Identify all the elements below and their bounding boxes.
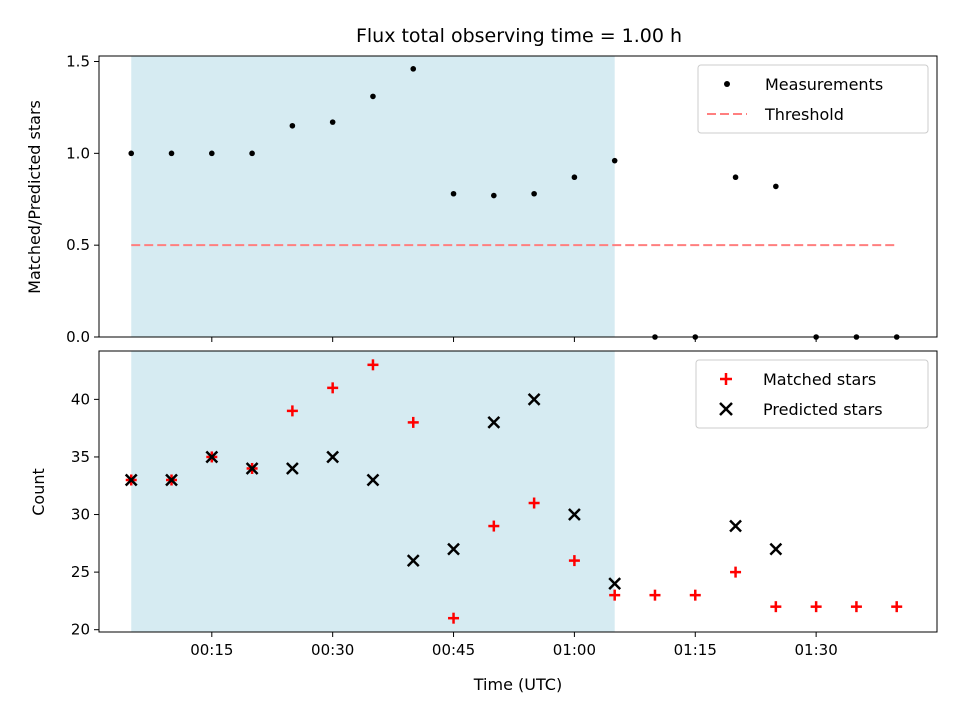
- x-tick-label: 00:45: [432, 641, 475, 659]
- top-x-ticks: [211, 337, 817, 342]
- x-tick-label: 01:00: [553, 641, 596, 659]
- measurement-point: [209, 150, 215, 157]
- top-legend-box: [697, 64, 929, 134]
- predicted-point: [286, 462, 299, 475]
- matched-point: [810, 601, 822, 613]
- predicted-point: [769, 542, 783, 556]
- predicted-point: [568, 508, 581, 521]
- legend-predicted-marker: [719, 402, 733, 416]
- top-ytick-label: 1.5: [66, 53, 90, 71]
- top-axes-frame: [98, 55, 938, 338]
- predicted-point: [608, 577, 622, 591]
- matched-point: [327, 382, 339, 394]
- measurement-point: [410, 66, 417, 72]
- measurement-point: [491, 192, 497, 199]
- bottom-axes-frame: [98, 350, 938, 633]
- top-ytick-label: 1.0: [66, 144, 90, 162]
- top-ylabel: Matched/Predicted stars: [25, 100, 44, 294]
- x-tick-label: 00:30: [311, 641, 354, 659]
- x-axis-label: Time (UTC): [473, 675, 562, 694]
- x-tick-label: 01:15: [674, 641, 717, 659]
- matched-point: [850, 601, 862, 613]
- bottom-x-ticks: 00:15 00:30 00:45 01:00 01:15 01:30: [190, 632, 838, 659]
- matched-point: [448, 612, 460, 624]
- measurement-point: [168, 150, 175, 157]
- predicted-point: [165, 473, 178, 487]
- matched-point: [488, 520, 500, 532]
- bottom-shaded-span: [131, 351, 615, 632]
- predicted-points: [124, 392, 783, 591]
- matched-point: [568, 555, 580, 567]
- legend-matched-label: Matched stars: [763, 370, 876, 389]
- predicted-point: [487, 416, 501, 429]
- figure-title: Flux total observing time = 1.00 h: [356, 25, 682, 47]
- legend-measurement-marker: [724, 81, 730, 87]
- matched-point: [770, 601, 782, 613]
- predicted-point: [326, 450, 340, 464]
- top-ytick-label: 0.0: [66, 328, 90, 346]
- bottom-legend-box: [695, 359, 929, 429]
- legend-predicted-label: Predicted stars: [763, 400, 883, 419]
- measurement-point: [249, 150, 255, 157]
- measurement-point: [773, 183, 779, 190]
- predicted-point: [366, 473, 380, 487]
- x-tick-label: 01:30: [795, 641, 838, 659]
- top-y-ticks: 0.0 0.5 1.0 1.5: [66, 53, 99, 346]
- legend-threshold-label: Threshold: [764, 105, 844, 124]
- predicted-point: [527, 392, 541, 406]
- bottom-ytick-label: 40: [71, 390, 90, 408]
- bottom-ylabel: Count: [29, 468, 48, 516]
- measurement-points: [128, 66, 900, 340]
- predicted-point: [406, 554, 420, 567]
- bottom-y-ticks: 20 25 30 35 40: [71, 390, 99, 639]
- bottom-panel: 20 25 30 35 40 00:15 00:30 00:45 01:00 01:15 01:3…: [29, 350, 938, 694]
- matched-point: [891, 601, 903, 613]
- matched-point: [407, 416, 419, 428]
- predicted-point: [205, 450, 219, 464]
- legend-measurements-label: Measurements: [765, 75, 883, 94]
- bottom-ytick-label: 35: [71, 448, 90, 466]
- measurement-point: [128, 150, 135, 157]
- matched-point: [528, 497, 540, 509]
- top-ytick-label: 0.5: [66, 236, 90, 254]
- bottom-ytick-label: 30: [71, 506, 90, 524]
- bottom-legend: Matched stars Predicted stars: [695, 359, 929, 429]
- measurement-point: [450, 190, 457, 197]
- measurement-point: [611, 157, 618, 164]
- measurement-point: [289, 122, 296, 129]
- legend-matched-marker: [720, 373, 732, 385]
- bottom-ytick-label: 20: [71, 621, 90, 639]
- matched-point: [649, 589, 661, 601]
- predicted-point: [729, 519, 742, 533]
- measurement-point: [329, 119, 336, 125]
- x-tick-label: 00:15: [190, 641, 233, 659]
- top-legend: Measurements Threshold: [697, 64, 929, 134]
- matched-point: [286, 405, 298, 417]
- predicted-point: [124, 473, 138, 487]
- measurement-point: [370, 93, 376, 100]
- matched-point: [730, 566, 742, 578]
- matched-points: [125, 359, 903, 624]
- top-panel: 0.0 0.5 1.0 1.5 Matched/Predicted stars Mea…: [25, 53, 938, 346]
- matched-point: [367, 359, 379, 371]
- measurement-point: [531, 190, 537, 197]
- matched-point: [609, 589, 621, 601]
- bottom-ytick-label: 25: [71, 563, 90, 581]
- predicted-point: [245, 462, 259, 475]
- matched-point: [689, 589, 701, 601]
- measurement-point: [571, 174, 578, 181]
- measurement-point: [732, 174, 739, 181]
- predicted-point: [447, 542, 460, 556]
